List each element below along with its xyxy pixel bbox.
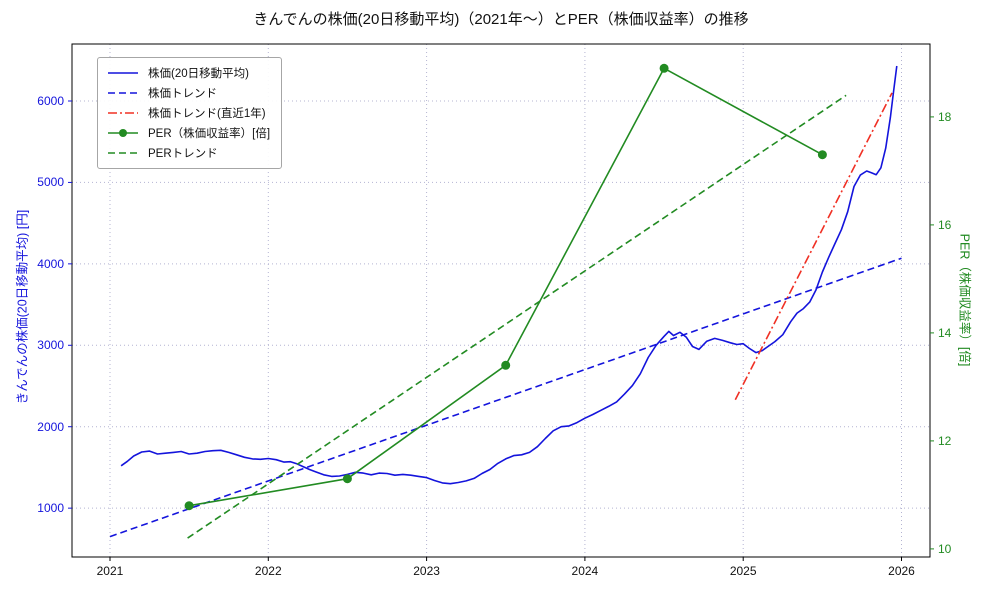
tick-marks: [68, 100, 934, 561]
x-tick-2022: 2022: [254, 564, 282, 578]
legend-sample-price-ma-icon: [108, 72, 138, 74]
y-tick-price-4000: 4000: [37, 256, 64, 271]
legend-item-per-trend: PERトレンド: [106, 143, 270, 163]
series-price-trend: [109, 257, 902, 538]
legend-sample-per-icon: [108, 129, 138, 137]
chart-title: きんでんの株価(20日移動平均)（2021年〜）とPER（株価収益率）の推移: [253, 11, 749, 28]
legend-item-price-ma: 株価(20日移動平均): [106, 63, 270, 83]
y-tick-per-16: 16: [938, 217, 952, 232]
grid-lines: [72, 44, 930, 557]
legend-item-per: PER（株価収益率）[倍]: [106, 123, 270, 143]
x-tick-2024: 2024: [571, 564, 599, 578]
legend-label-per: PER（株価収益率）[倍]: [148, 128, 271, 140]
marker-per: [659, 63, 669, 73]
x-tick-2026: 2026: [888, 564, 915, 578]
x-tick-2025: 2025: [729, 564, 757, 578]
x-tick-2021: 2021: [96, 564, 124, 578]
marker-per: [184, 501, 194, 511]
series-per-trend: [187, 94, 847, 539]
legend-sample-price-trend-icon: [108, 92, 138, 94]
marker-per: [342, 474, 352, 484]
legend-label-price-ma: 株価(20日移動平均): [148, 68, 249, 80]
series-per: [188, 67, 823, 507]
y-tick-price-2000: 2000: [37, 419, 64, 434]
legend-label-price-trend: 株価トレンド: [148, 88, 217, 100]
legend-label-per-trend: PERトレンド: [148, 148, 218, 160]
series-price-trend-recent: [734, 92, 893, 401]
legend-item-price-trend: 株価トレンド: [106, 83, 270, 103]
legend: 株価(20日移動平均) 株価トレンド株価トレンド(直近1年) PER（株価収益率）[…: [97, 57, 283, 169]
legend-label-price-trend-recent: 株価トレンド(直近1年): [148, 108, 266, 120]
legend-sample-price-trend-recent-icon: [108, 112, 138, 114]
marker-per: [817, 150, 827, 160]
x-tick-2023: 2023: [413, 564, 440, 578]
plot-border: [71, 43, 931, 558]
y-tick-per-10: 10: [938, 541, 952, 556]
series-price-ma: [120, 65, 898, 485]
legend-sample-per-trend-icon: [108, 152, 138, 154]
y-tick-price-1000: 1000: [37, 501, 64, 516]
y-tick-price-5000: 5000: [37, 175, 64, 190]
y-tick-per-14: 14: [938, 325, 952, 340]
y-tick-price-3000: 3000: [37, 338, 64, 353]
legend-item-price-trend-recent: 株価トレンド(直近1年): [106, 103, 270, 123]
marker-per: [501, 360, 511, 370]
y-tick-per-12: 12: [938, 433, 952, 448]
y-tick-per-18: 18: [938, 109, 952, 124]
y-tick-price-6000: 6000: [37, 94, 64, 108]
